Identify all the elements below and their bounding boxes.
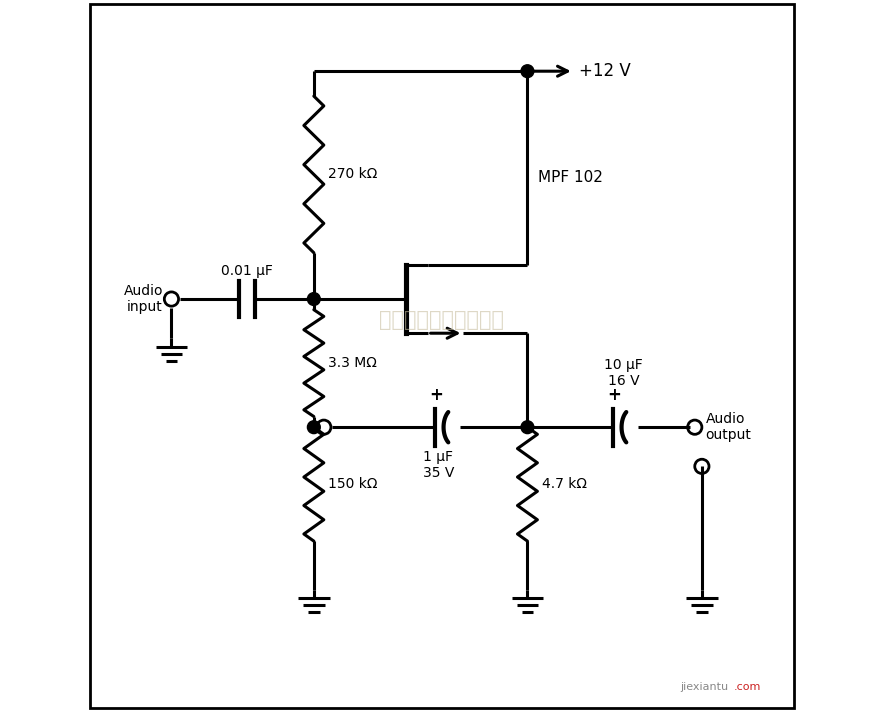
Text: MPF 102: MPF 102 (538, 170, 603, 186)
Text: 270 kΩ: 270 kΩ (328, 167, 377, 182)
Text: .com: .com (734, 682, 761, 692)
Text: 4.7 kΩ: 4.7 kΩ (542, 477, 587, 491)
Text: 杭州容睿科技有限公司: 杭州容睿科技有限公司 (379, 310, 505, 330)
Text: 3.3 MΩ: 3.3 MΩ (328, 356, 377, 370)
Circle shape (521, 65, 534, 78)
Circle shape (308, 421, 320, 434)
FancyBboxPatch shape (89, 4, 795, 708)
Text: Audio
output: Audio output (705, 412, 751, 442)
Text: Audio
input: Audio input (124, 284, 163, 314)
Text: 0.01 μF: 0.01 μF (221, 263, 273, 278)
Text: jiexiantu: jiexiantu (681, 682, 728, 692)
Text: +: + (430, 387, 443, 404)
Circle shape (521, 421, 534, 434)
Circle shape (308, 293, 320, 305)
Text: 10 μF
16 V: 10 μF 16 V (604, 358, 643, 388)
Text: +: + (607, 387, 621, 404)
Text: +12 V: +12 V (579, 62, 630, 80)
Text: 150 kΩ: 150 kΩ (328, 477, 377, 491)
Text: 1 μF
35 V: 1 μF 35 V (423, 450, 454, 480)
